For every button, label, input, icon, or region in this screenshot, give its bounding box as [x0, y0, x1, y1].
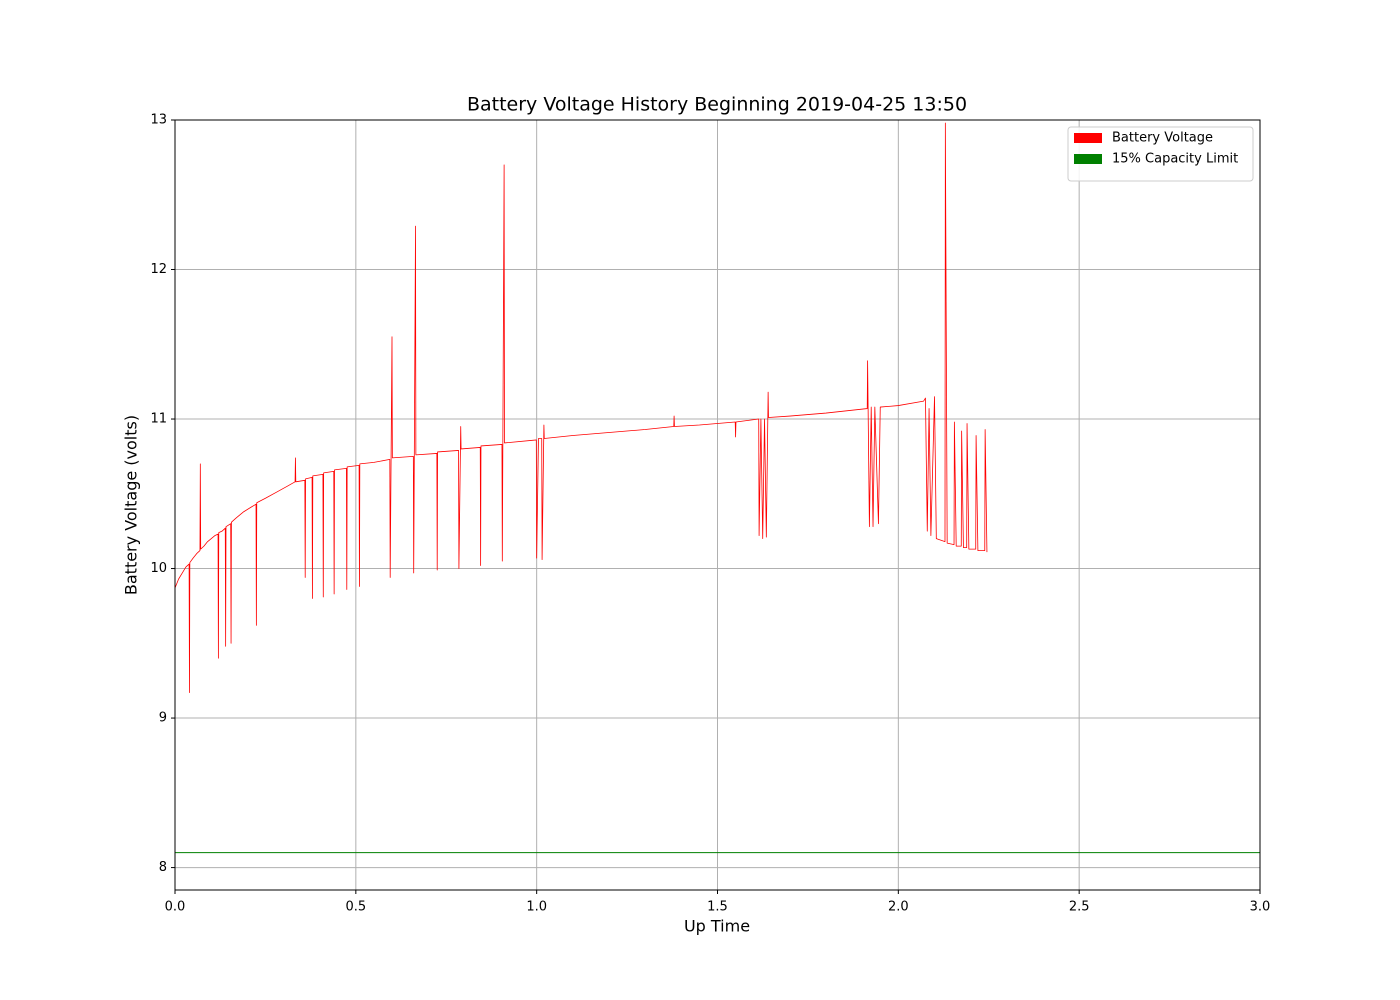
legend-box: [1067, 126, 1254, 182]
x-tick-label: 0.5: [345, 900, 366, 915]
y-tick-label: 10: [150, 561, 167, 576]
y-tick-label: 11: [150, 412, 167, 427]
y-tick-label: 8: [159, 860, 167, 875]
legend-label: 15% Capacity Limit: [1112, 152, 1238, 167]
x-axis-label: Up Time: [684, 917, 750, 936]
legend-label: Battery Voltage: [1112, 131, 1213, 146]
x-tick-label: 2.0: [888, 900, 909, 915]
chart-title: Battery Voltage History Beginning 2019-0…: [467, 94, 967, 116]
x-tick-label: 0.0: [165, 900, 186, 915]
data-line: [174, 122, 988, 694]
x-tick-label: 1.5: [707, 900, 728, 915]
plot-frame: [174, 119, 1261, 891]
x-tick-label: 3.0: [1250, 900, 1271, 915]
legend-swatch: [1074, 154, 1102, 164]
legend-swatch: [1074, 133, 1102, 143]
y-tick-label: 9: [159, 711, 167, 726]
y-tick-label: 12: [150, 262, 167, 277]
y-tick-label: 13: [150, 113, 167, 128]
y-axis-label: Battery Voltage (volts): [122, 415, 141, 595]
x-tick-label: 2.5: [1069, 900, 1090, 915]
x-tick-label: 1.0: [526, 900, 547, 915]
